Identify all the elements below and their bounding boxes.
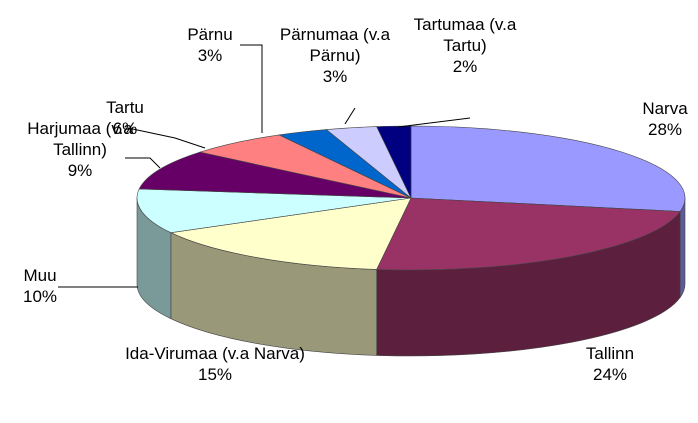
data-label: Pärnu 3%	[175, 24, 245, 66]
label-value: 3%	[197, 46, 223, 65]
label-name: Tallinn	[585, 344, 635, 363]
label-value: 9%	[67, 161, 93, 180]
data-label: Tartu 6%	[85, 97, 165, 139]
data-label: Narva 28%	[625, 98, 698, 140]
slice	[136, 188, 412, 233]
label-name: Pärnu	[187, 25, 233, 44]
label-value: 15%	[197, 365, 233, 384]
slice	[410, 125, 686, 212]
label-name: Pärnumaa (v.a Pärnu)	[279, 25, 391, 65]
label-value: 2%	[452, 57, 478, 76]
label-value: 10%	[22, 287, 58, 306]
label-name: Tartumaa (v.a Tartu)	[413, 15, 517, 55]
data-label: Harjumaa (v.a Tallinn) 9%	[10, 118, 150, 181]
slice-side	[679, 197, 686, 299]
label-name: Tartu	[106, 98, 144, 117]
data-label: Tallinn 24%	[565, 343, 655, 385]
data-label: Muu 10%	[10, 265, 70, 307]
leader-line	[127, 127, 206, 149]
label-value: 28%	[647, 120, 683, 139]
label-name: Ida-Virumaa (v.a Narva)	[125, 344, 305, 363]
label-name: Harjumaa (v.a Tallinn)	[27, 119, 133, 159]
leader-line	[397, 117, 471, 128]
label-name: Muu	[23, 266, 57, 285]
label-name: Narva	[642, 99, 688, 118]
slice	[376, 125, 412, 199]
data-label: Tartumaa (v.a Tartu) 2%	[395, 14, 535, 77]
data-label: Pärnumaa (v.a Pärnu) 3%	[270, 24, 400, 87]
data-label: Ida-Virumaa (v.a Narva) 15%	[120, 343, 310, 385]
label-value: 24%	[592, 365, 628, 384]
leader-line	[240, 44, 263, 133]
label-value: 6%	[112, 119, 138, 138]
slice	[376, 197, 681, 271]
leader-line	[344, 107, 356, 125]
leader-line	[125, 157, 161, 169]
slice	[169, 197, 412, 270]
slice	[138, 151, 412, 199]
label-value: 3%	[322, 67, 348, 86]
